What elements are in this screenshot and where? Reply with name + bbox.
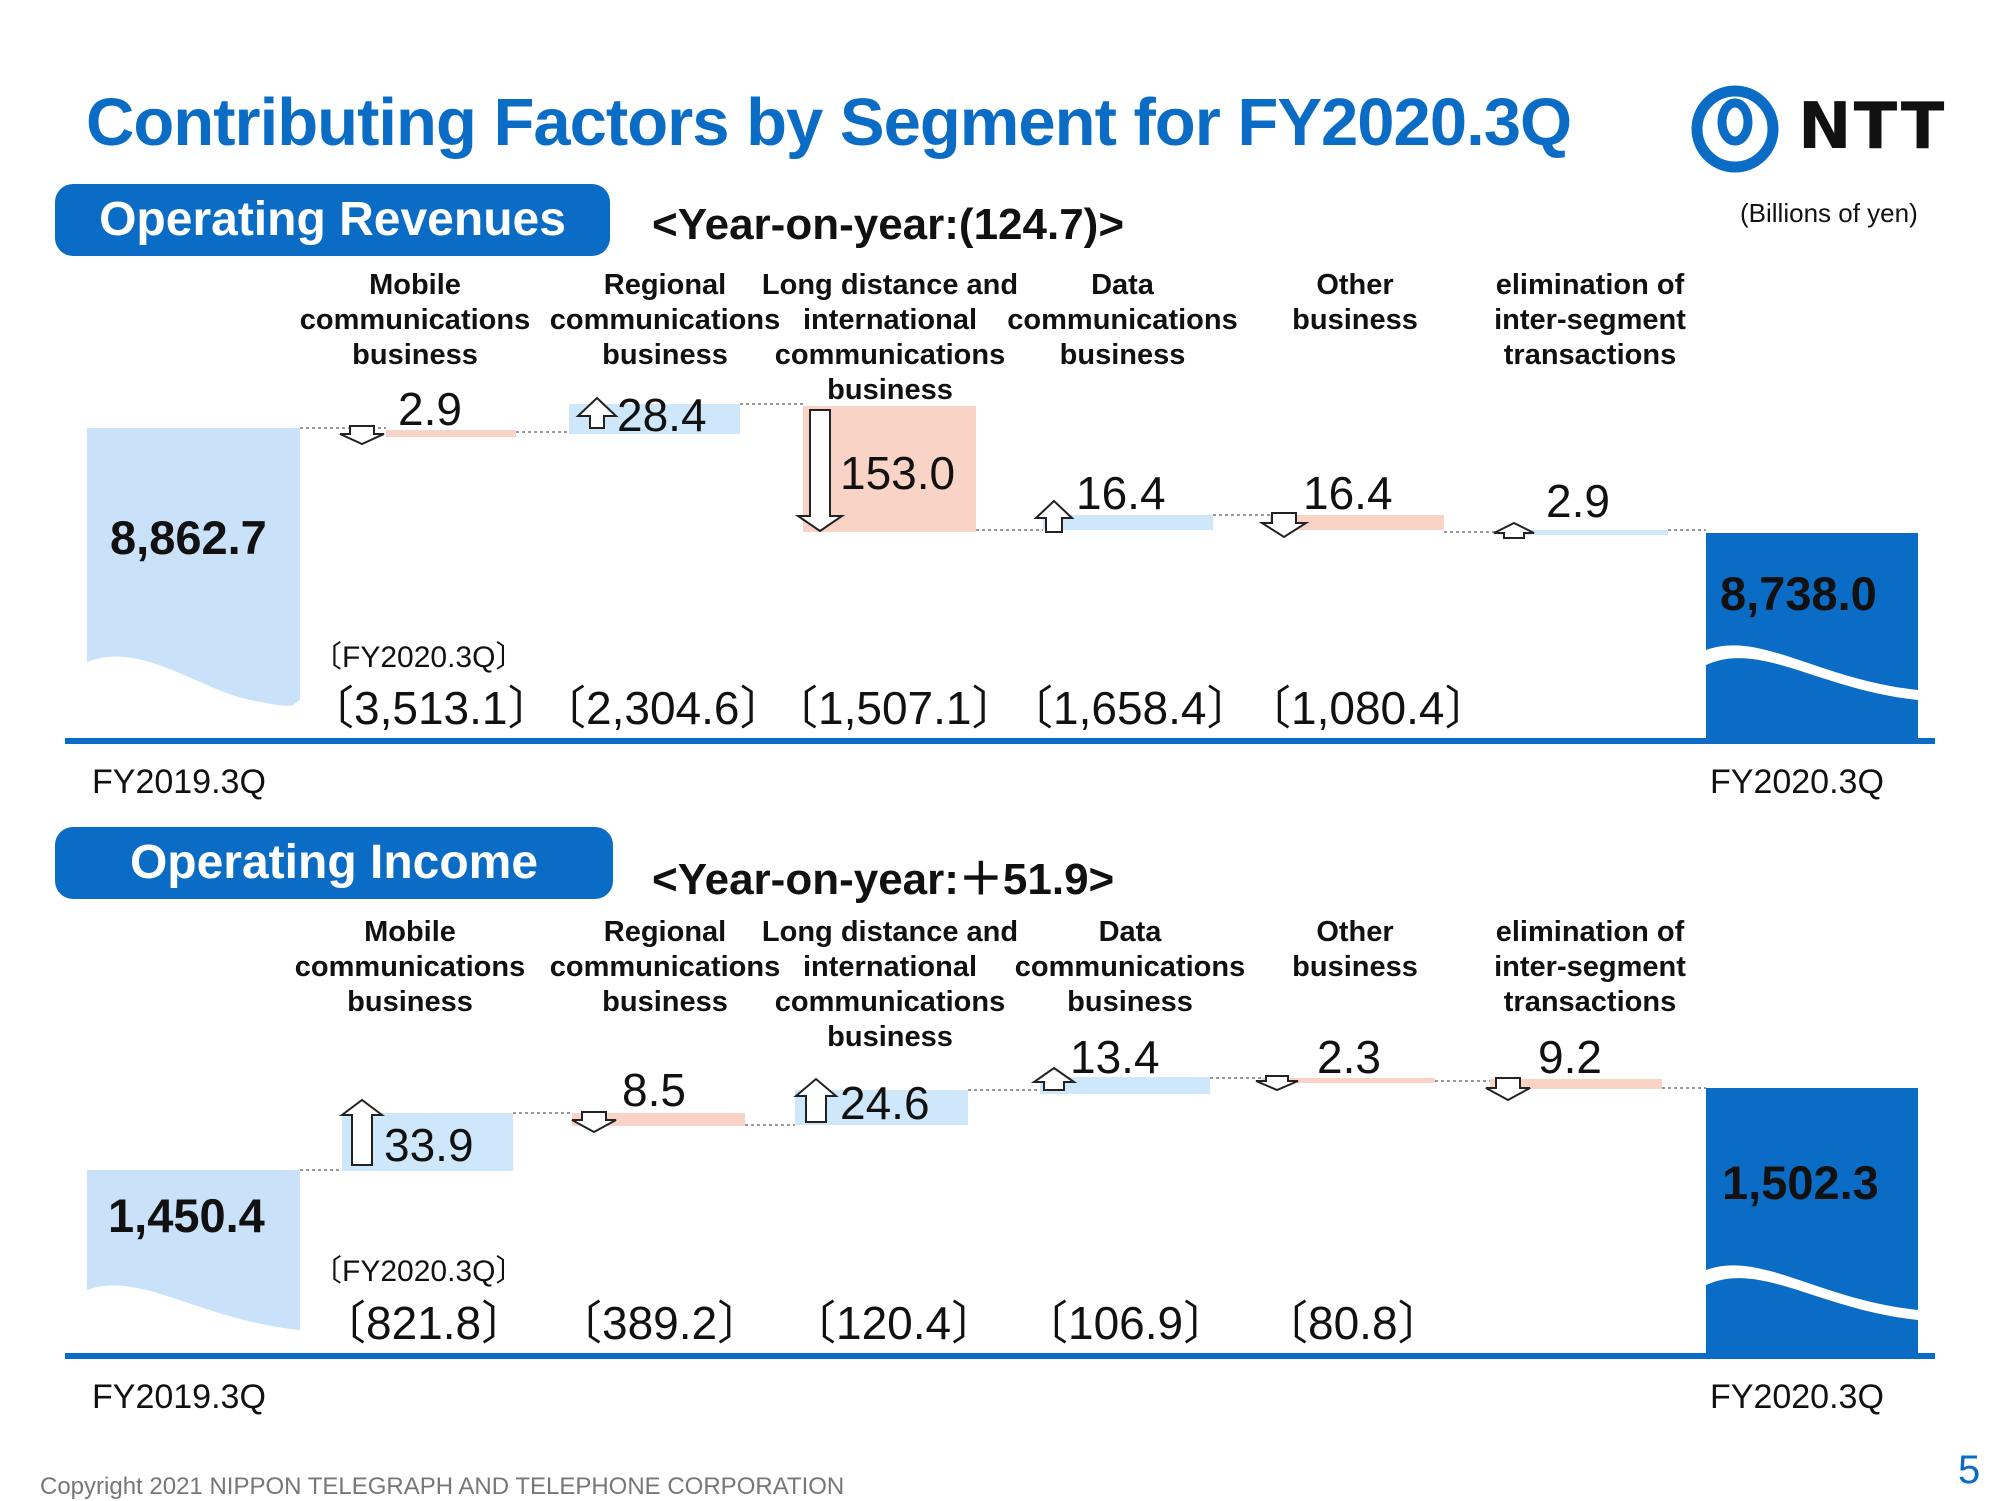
rev-start-value: 8,862.7 — [110, 511, 267, 564]
rev-end-axis-label: FY2020.3Q — [1710, 763, 1884, 801]
income-heading: Operating Income — [55, 827, 613, 899]
inc-seg-label-mobile: Mobile communications business — [294, 916, 526, 1018]
rev-seg-label-other: Other business — [1292, 269, 1418, 336]
rev-fy-label: 〔FY2020.3Q〕 — [312, 641, 526, 674]
inc-end-axis-label: FY2020.3Q — [1710, 1378, 1884, 1416]
rev-seg-label-elimination: elimination of inter-segment transaction… — [1494, 269, 1686, 371]
inc-segment-total-data: 〔106.9〕 — [1022, 1297, 1230, 1349]
inc-connectors — [300, 1077, 1706, 1171]
rev-segment-total-data: 〔1,658.4〕 — [1007, 682, 1253, 734]
income-yoy: <Year-on-year:＋51.9> — [652, 855, 1115, 904]
inc-arrow-down-other-icon — [1255, 1075, 1299, 1092]
rev-value-other: 16.4 — [1303, 467, 1393, 519]
rev-arrow-down-other-icon — [1258, 512, 1310, 539]
inc-arrow-down-elimination-icon — [1485, 1077, 1531, 1102]
rev-segment-total-other: 〔1,080.4〕 — [1245, 682, 1491, 734]
rev-value-data: 16.4 — [1076, 467, 1166, 519]
inc-bar-end — [1706, 1088, 1918, 1356]
rev-arrow-down-mobile-icon — [339, 425, 385, 446]
inc-start-axis-label: FY2019.3Q — [92, 1378, 266, 1416]
rev-seg-label-regional: Regional communications business — [549, 269, 781, 371]
inc-arrow-down-regional-icon — [571, 1111, 617, 1134]
inc-segment-total-long-distance: 〔120.4〕 — [790, 1297, 998, 1349]
inc-segment-total-regional: 〔389.2〕 — [556, 1297, 764, 1349]
inc-value-elimination: 9.2 — [1538, 1031, 1602, 1083]
ntt-logo: NTT — [1690, 84, 1944, 174]
rev-arrow-up-elimination-icon — [1493, 521, 1535, 539]
rev-arrow-down-long-distance-icon — [794, 409, 846, 533]
rev-bar-end — [1706, 533, 1918, 740]
rev-connectors — [300, 403, 1706, 533]
inc-seg-label-regional: Regional communications business — [549, 916, 781, 1018]
rev-arrow-up-regional-icon — [575, 396, 619, 429]
rev-value-elimination: 2.9 — [1546, 475, 1610, 527]
rev-end-value: 8,738.0 — [1720, 567, 1877, 620]
page-title: Contributing Factors by Segment for FY20… — [86, 85, 1572, 160]
rev-segment-total-regional: 〔2,304.6〕 — [540, 682, 786, 734]
rev-bar-elimination — [1500, 530, 1668, 535]
rev-segment-total-long-distance: 〔1,507.1〕 — [772, 682, 1018, 734]
rev-seg-label-long-distance: Long distance and international communic… — [761, 269, 1019, 406]
inc-value-regional: 8.5 — [622, 1064, 686, 1116]
page-number: 5 — [1958, 1448, 1981, 1492]
inc-seg-label-long-distance: Long distance and international communic… — [761, 916, 1019, 1053]
revenues-heading: Operating Revenues — [55, 184, 610, 256]
inc-value-other: 2.3 — [1317, 1031, 1381, 1083]
inc-arrow-up-mobile-icon — [339, 1098, 385, 1166]
inc-seg-label-other: Other business — [1292, 916, 1418, 983]
inc-arrow-up-data-icon — [1030, 1066, 1078, 1091]
inc-arrow-up-long-distance-icon — [793, 1077, 839, 1123]
rev-segment-total-mobile: 〔3,513.1〕 — [308, 682, 554, 734]
rev-seg-label-data: Data communications business — [1007, 269, 1238, 371]
inc-segment-total-mobile: 〔821.8〕 — [320, 1297, 528, 1349]
rev-arrow-up-data-icon — [1033, 499, 1075, 533]
rev-seg-label-mobile: Mobile communications business — [299, 269, 531, 371]
inc-end-value: 1,502.3 — [1722, 1156, 1879, 1209]
rev-value-long-distance: 153.0 — [840, 447, 956, 499]
logo-text: NTT — [1798, 90, 1947, 164]
inc-segment-total-other: 〔80.8〕 — [1262, 1297, 1444, 1349]
inc-value-mobile: 33.9 — [384, 1119, 474, 1171]
rev-bar-start — [85, 428, 300, 740]
inc-seg-label-data: Data communications business — [1014, 916, 1246, 1018]
inc-value-long-distance: 24.6 — [840, 1077, 930, 1129]
copyright-text: Copyright 2021 NIPPON TELEGRAPH AND TELE… — [40, 1473, 845, 1500]
rev-value-regional: 28.4 — [617, 389, 707, 441]
ntt-logo-mark-icon — [1691, 85, 1779, 173]
inc-value-data: 13.4 — [1070, 1031, 1160, 1083]
inc-seg-label-elimination: elimination of inter-segment transaction… — [1494, 916, 1686, 1018]
inc-fy-label: 〔FY2020.3Q〕 — [312, 1255, 526, 1288]
rev-start-axis-label: FY2019.3Q — [92, 763, 266, 801]
inc-start-value: 1,450.4 — [108, 1189, 265, 1242]
revenues-yoy: <Year-on-year:(124.7)> — [652, 200, 1125, 249]
units-label: (Billions of yen) — [1740, 198, 1918, 228]
rev-value-mobile: 2.9 — [398, 383, 462, 435]
